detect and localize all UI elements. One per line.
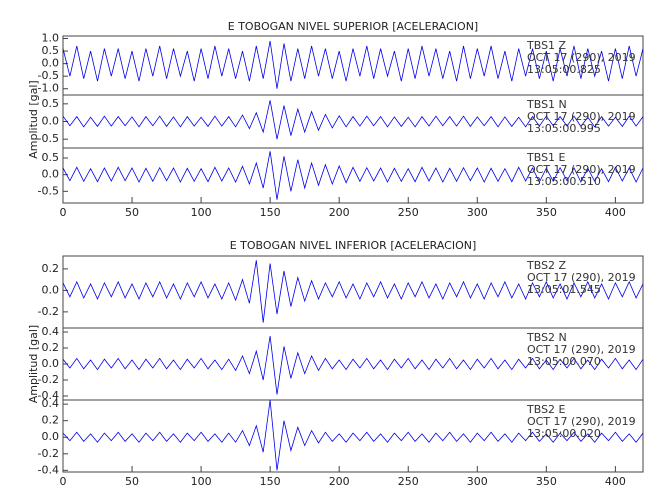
waveform-trace <box>62 335 644 395</box>
trace-frame <box>62 147 644 204</box>
y-tick-label: -0.4 <box>38 389 59 402</box>
trace-label: OCT 17 (290), 2019 <box>527 343 636 356</box>
trace-label: TBS2 N <box>526 331 567 344</box>
x-tick-label: 250 <box>398 206 419 219</box>
y-tick-label: -0.5 <box>38 184 59 197</box>
x-tick-label: 150 <box>260 206 281 219</box>
y-tick-label: -1.0 <box>38 82 59 95</box>
trace-label: OCT 17 (290), 2019 <box>527 110 636 123</box>
x-tick-label: 400 <box>605 206 626 219</box>
trace-label: TBS1 Z <box>526 39 567 52</box>
y-axis-label: Amplitud [gal] <box>27 325 40 403</box>
y-tick-label: 0.0 <box>42 430 60 443</box>
x-tick-label: 300 <box>467 475 488 488</box>
y-tick-label: -0.4 <box>38 463 59 476</box>
y-tick-label: 0.5 <box>42 151 60 164</box>
waveform-trace <box>62 151 644 200</box>
y-tick-label: 0.5 <box>42 44 60 57</box>
y-tick-label: 1.0 <box>42 32 60 45</box>
x-tick-label: 50 <box>125 475 139 488</box>
y-tick-label: 0.4 <box>42 325 60 338</box>
y-axis-label: Amplitud [gal] <box>27 80 40 158</box>
trace-label: 13:05:00.020 <box>527 427 601 440</box>
x-tick-label: 400 <box>605 475 626 488</box>
x-tick-label: 350 <box>536 475 557 488</box>
x-tick-label: 200 <box>329 475 350 488</box>
y-tick-label: 0.2 <box>42 262 60 275</box>
trace-label: OCT 17 (290), 2019 <box>527 271 636 284</box>
trace-label: TBS1 E <box>526 151 566 164</box>
y-tick-label: 0.0 <box>42 57 60 70</box>
trace-label: TBS2 Z <box>526 259 567 272</box>
waveform-trace <box>62 40 644 89</box>
x-tick-label: 50 <box>125 206 139 219</box>
x-tick-label: 200 <box>329 206 350 219</box>
trace-label: 13:05:00.510 <box>527 175 601 188</box>
x-tick-label: 0 <box>60 206 67 219</box>
x-tick-label: 250 <box>398 475 419 488</box>
waveform-trace <box>62 260 644 323</box>
waveform-trace <box>62 399 644 471</box>
trace-label: 13:05:00.995 <box>527 122 601 135</box>
y-tick-label: 0.0 <box>42 283 60 296</box>
y-tick-label: 0.4 <box>42 397 60 410</box>
trace-label: TBS2 E <box>526 403 566 416</box>
x-tick-label: 300 <box>467 206 488 219</box>
waveform-trace <box>62 100 644 140</box>
y-tick-label: -0.5 <box>38 69 59 82</box>
trace-label: OCT 17 (290), 2019 <box>527 163 636 176</box>
x-tick-label: 100 <box>191 206 212 219</box>
x-tick-label: 350 <box>536 206 557 219</box>
trace-label: 13:05:00.825 <box>527 63 601 76</box>
x-tick-label: 0 <box>60 475 67 488</box>
trace-label: OCT 17 (290), 2019 <box>527 415 636 428</box>
y-tick-label: 0.2 <box>42 414 60 427</box>
trace-label: OCT 17 (290), 2019 <box>527 51 636 64</box>
y-tick-label: -0.5 <box>38 132 59 145</box>
y-tick-label: 0.2 <box>42 341 60 354</box>
y-tick-label: 0.5 <box>42 97 60 110</box>
y-tick-label: 0.0 <box>42 115 60 128</box>
y-tick-label: -0.2 <box>38 447 59 460</box>
y-tick-label: -0.2 <box>38 373 59 386</box>
trace-label: TBS1 N <box>526 98 567 111</box>
trace-label: 13:05:01.545 <box>527 283 601 296</box>
panel-title: E TOBOGAN NIVEL INFERIOR [ACELERACION] <box>230 239 477 252</box>
trace-frame <box>62 399 644 473</box>
y-tick-label: 0.0 <box>42 357 60 370</box>
x-tick-label: 150 <box>260 475 281 488</box>
trace-label: 13:05:00.070 <box>527 355 601 368</box>
y-tick-label: -0.2 <box>38 305 59 318</box>
y-tick-label: 0.0 <box>42 168 60 181</box>
x-tick-label: 100 <box>191 475 212 488</box>
panel-title: E TOBOGAN NIVEL SUPERIOR [ACELERACION] <box>228 20 478 33</box>
